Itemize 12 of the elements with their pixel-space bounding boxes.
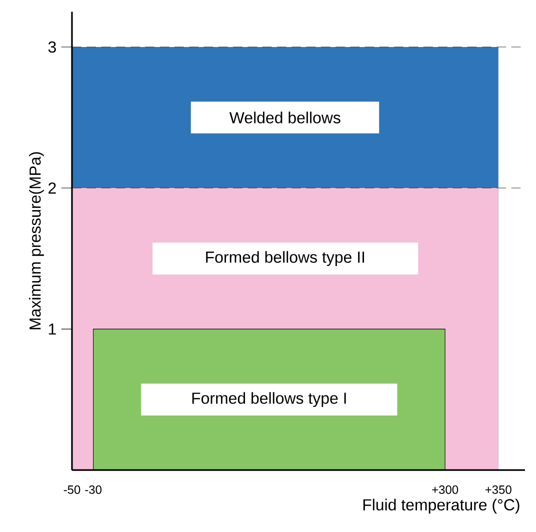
y-tick-label: 3	[48, 41, 56, 53]
y-tick-label: 1	[48, 323, 56, 334]
y-axis-title: Maximum pressure(MPa)	[29, 152, 44, 330]
x-tick-label: +300	[432, 485, 458, 494]
y-tick-label: 2	[48, 182, 56, 194]
series-label: Formed bellows type II	[206, 251, 364, 266]
series-label: Formed bellows type I	[192, 392, 346, 407]
x-axis-title: Fluid temperature (°C)	[363, 498, 520, 514]
x-tick-label: -30	[85, 485, 102, 494]
series-label: Welded bellows	[229, 112, 340, 124]
x-tick-label: +350	[485, 485, 512, 494]
x-tick-label: -50	[64, 485, 80, 494]
